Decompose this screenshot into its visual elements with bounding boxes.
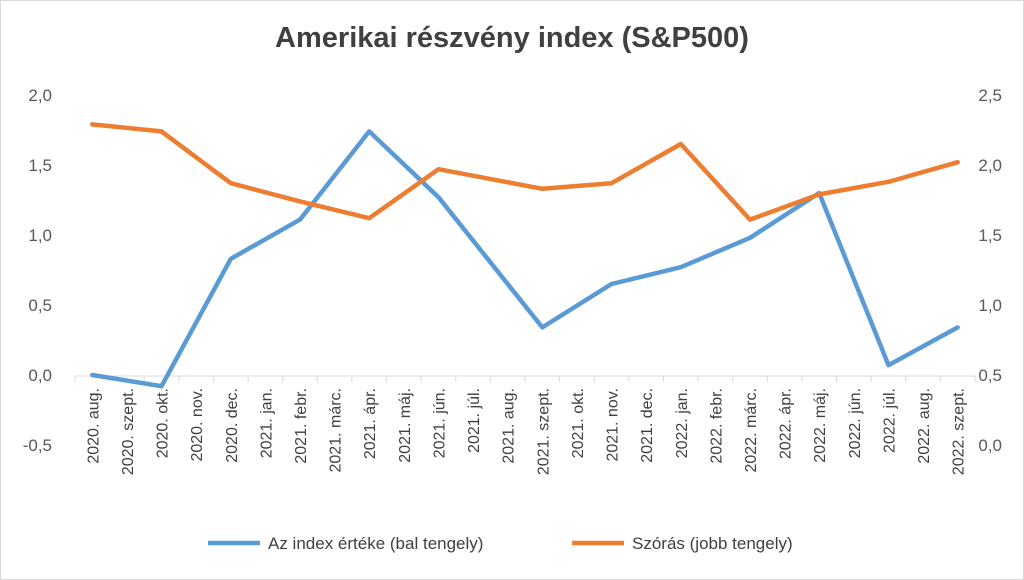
x-category-label: 2021. máj.	[397, 388, 414, 463]
x-category-label: 2021. júl.	[466, 388, 483, 453]
x-category-label: 2020. dec.	[224, 388, 241, 463]
x-category-label: 2021. jún.	[431, 388, 448, 458]
x-category-label: 2022. ápr.	[778, 388, 795, 459]
x-category-label: 2020. szept.	[120, 388, 137, 475]
y-right-tick-label: 2,5	[978, 86, 1002, 105]
x-category-label: 2021. nov.	[605, 388, 622, 462]
series-line-2	[90, 122, 960, 222]
x-category-label: 2022. aug.	[916, 388, 933, 464]
x-category-label: 2021. febr.	[293, 388, 310, 464]
y-left-tick-label: 1,5	[28, 156, 52, 175]
x-category-label: 2022. szept.	[951, 388, 968, 475]
y-right-tick-label: 0,5	[978, 366, 1002, 385]
series-line-1	[90, 129, 960, 389]
x-category-label: 2020. nov.	[189, 388, 206, 462]
y-right-tick-label: 1,5	[978, 226, 1002, 245]
legend-label-2: Szórás (jobb tengely)	[632, 534, 793, 553]
x-category-label: 2021. ápr.	[362, 388, 379, 459]
x-category-label: 2021. márc.	[328, 388, 345, 472]
x-category-label: 2021. dec.	[639, 388, 656, 463]
y-right-tick-label: 1,0	[978, 296, 1002, 315]
y-right-tick-label: 2,0	[978, 156, 1002, 175]
y-right-tick-label: 0,0	[978, 436, 1002, 455]
x-category-label: 2020. okt.	[155, 388, 172, 458]
chart-title: Amerikai részvény index (S&P500)	[275, 22, 749, 54]
y-left-tick-label: 1,0	[28, 226, 52, 245]
y-left-tick-label: -0,5	[23, 436, 52, 455]
x-category-label: 2022. jún.	[847, 388, 864, 458]
legend-label-1: Az index értéke (bal tengely)	[268, 534, 483, 553]
x-category-label: 2021. jan.	[258, 388, 275, 458]
x-category-label: 2021. okt.	[570, 388, 587, 458]
x-category-label: 2022. márc.	[743, 388, 760, 472]
y-left-tick-label: 0,0	[28, 366, 52, 385]
y-left-tick-label: 0,5	[28, 296, 52, 315]
y-left-tick-label: 2,0	[28, 86, 52, 105]
x-category-label: 2021. aug.	[501, 388, 518, 464]
x-category-label: 2022. júl.	[881, 388, 898, 453]
x-category-label: 2022. jan.	[674, 388, 691, 458]
x-category-label: 2020. aug.	[85, 388, 102, 464]
x-category-label: 2022. febr.	[708, 388, 725, 464]
x-category-label: 2022. máj.	[812, 388, 829, 463]
x-category-label: 2021. szept.	[535, 388, 552, 475]
